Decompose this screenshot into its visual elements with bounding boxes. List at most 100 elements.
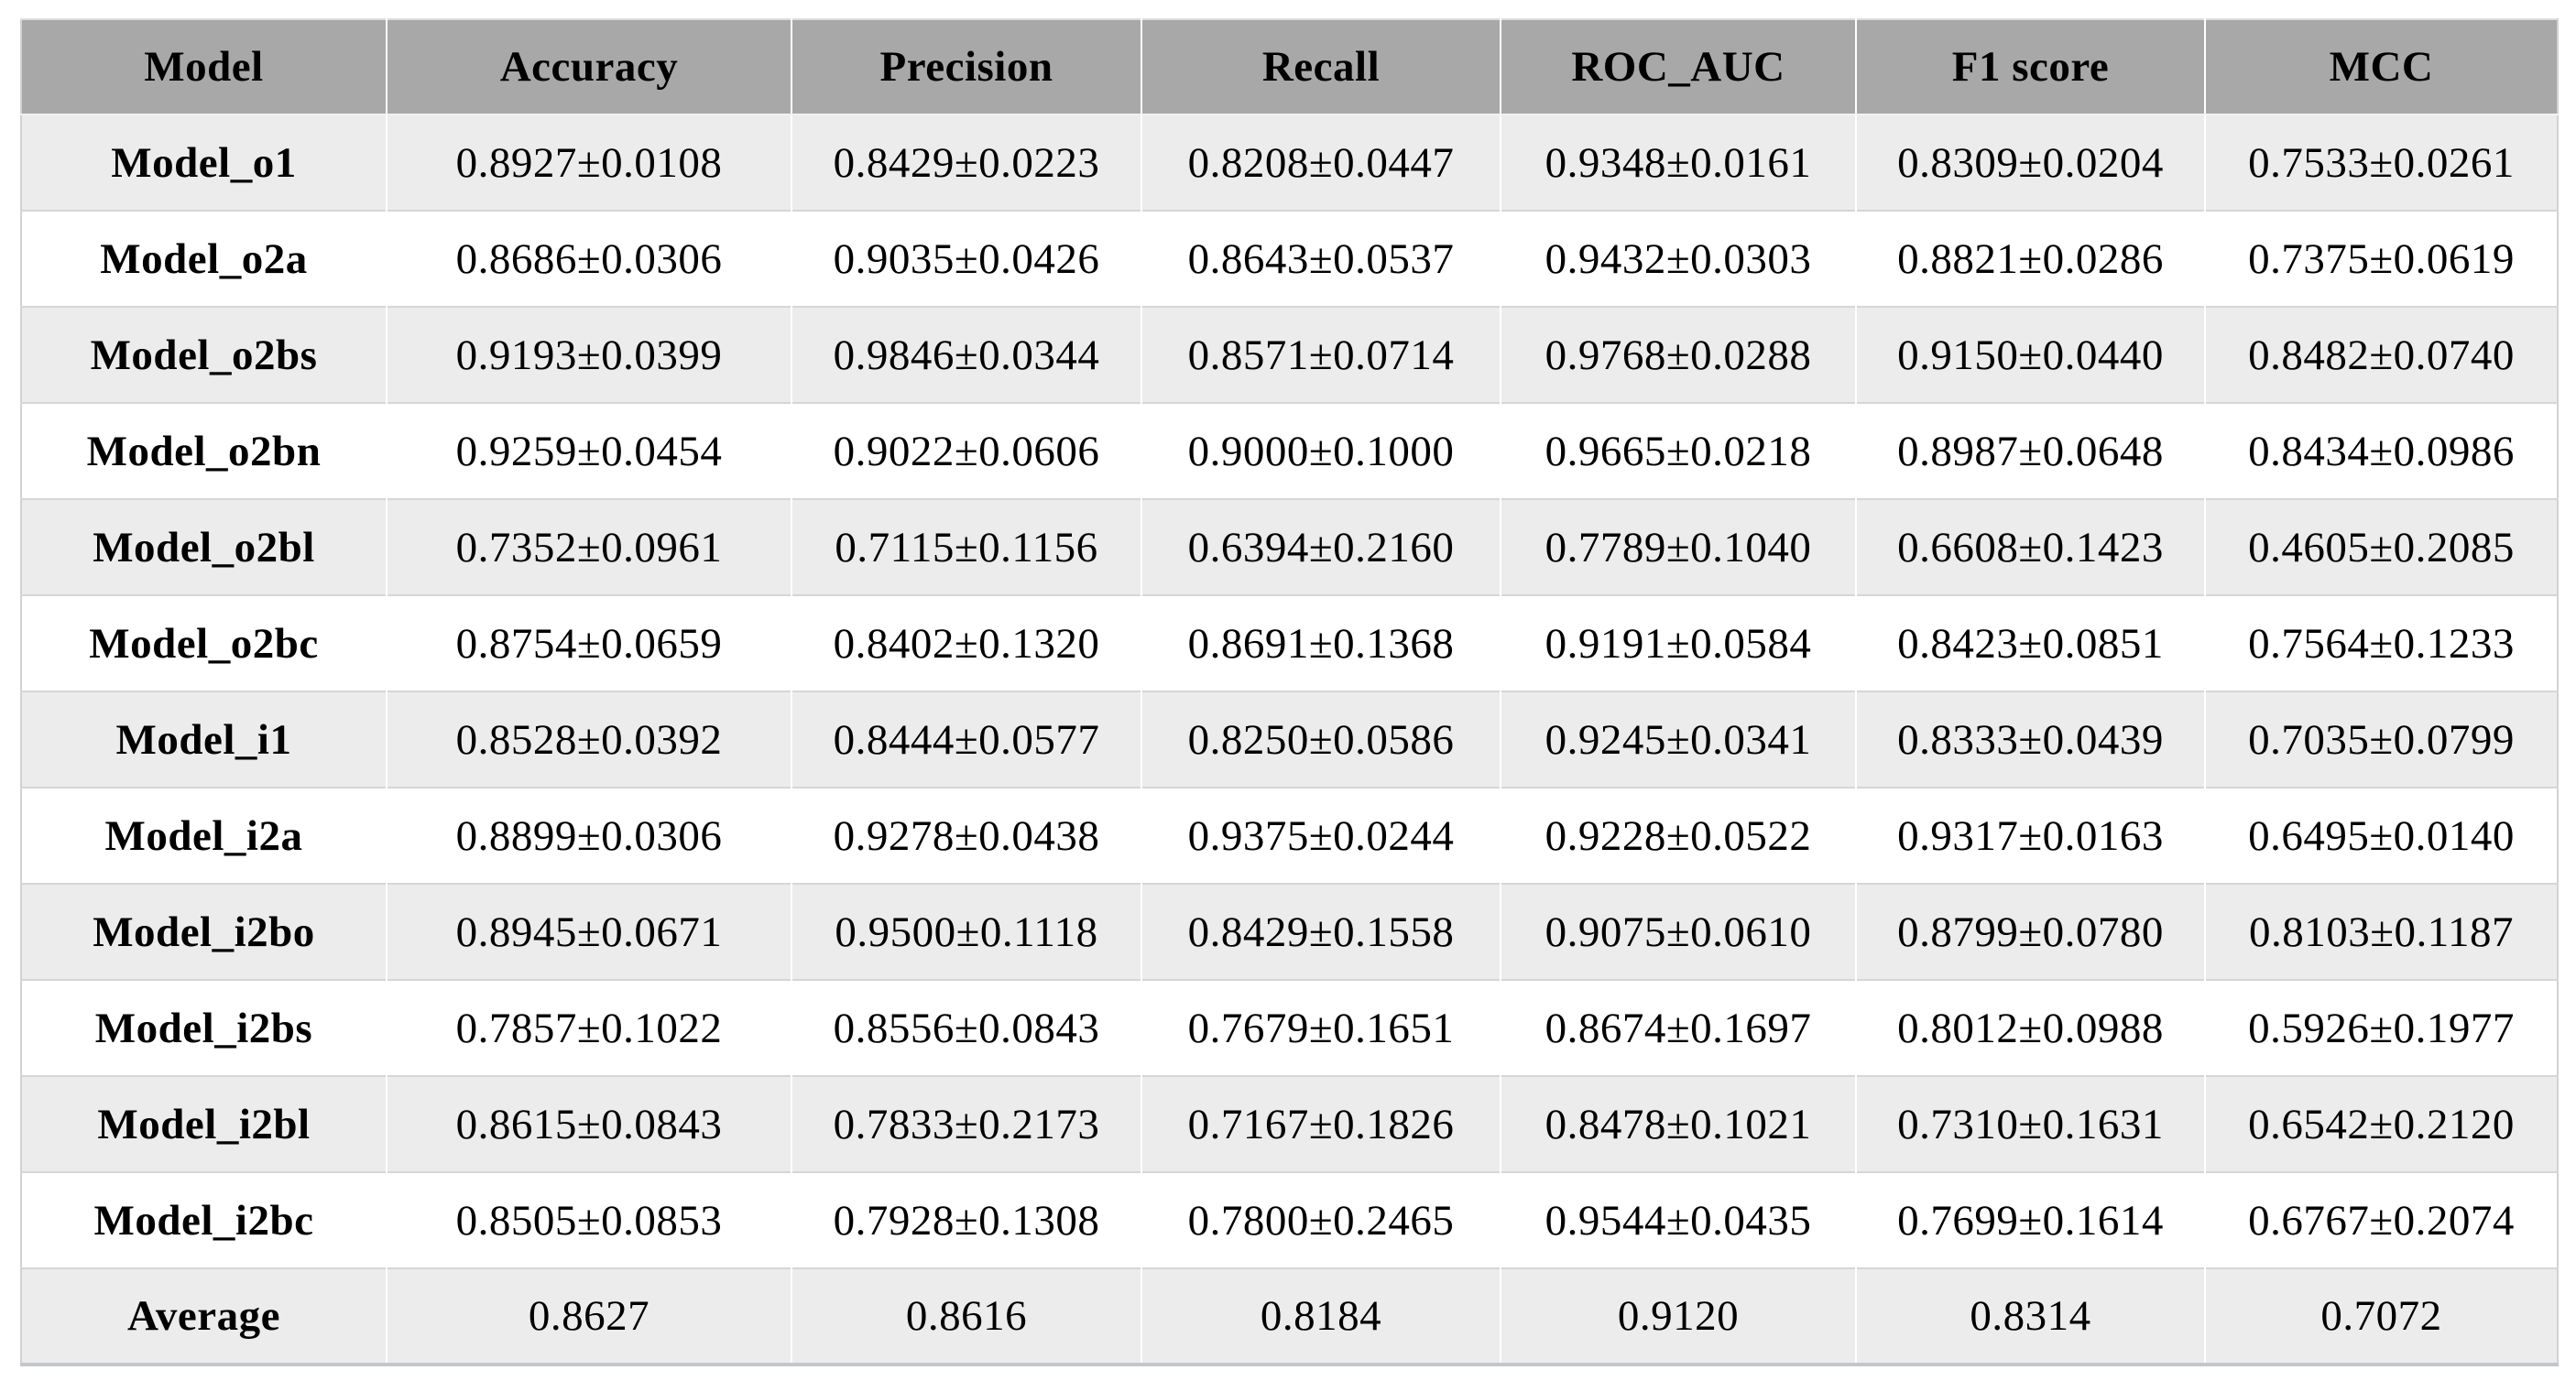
header-row: Model Accuracy Precision Recall ROC_AUC F1 sc… (21, 19, 2558, 115)
metric-cell: 0.6767±0.2074 (2205, 1171, 2558, 1268)
metric-cell: 0.7564±0.1233 (2205, 594, 2558, 691)
model-name: Model_i2bo (21, 883, 387, 980)
table-row: Model_o1 0.8927±0.0108 0.8429±0.0223 0.8208… (21, 114, 2558, 211)
metric-cell: 0.8799±0.0780 (1856, 883, 2206, 980)
metric-cell: 0.7072 (2205, 1267, 2558, 1365)
metric-cell: 0.9193±0.0399 (387, 306, 792, 403)
metric-cell: 0.8528±0.0392 (387, 691, 792, 788)
metric-cell: 0.8899±0.0306 (387, 787, 792, 884)
metric-cell: 0.8444±0.0577 (791, 691, 1142, 788)
metric-cell: 0.7310±0.1631 (1856, 1075, 2206, 1172)
metric-cell: 0.9317±0.0163 (1856, 787, 2206, 884)
table-row: Model_i2bs 0.7857±0.1022 0.8556±0.0843 0.76… (21, 979, 2558, 1076)
metric-cell: 0.9768±0.0288 (1501, 306, 1857, 403)
metric-cell: 0.6394±0.2160 (1141, 498, 1501, 595)
table-row: Model_i1 0.8528±0.0392 0.8444±0.0577 0.8250… (21, 691, 2558, 788)
metric-cell: 0.8434±0.0986 (2205, 402, 2558, 499)
metric-cell: 0.8482±0.0740 (2205, 306, 2558, 403)
model-metrics-table: Model Accuracy Precision Recall ROC_AUC F1 sc… (20, 18, 2559, 1366)
metric-cell: 0.8208±0.0447 (1141, 114, 1501, 211)
metric-cell: 0.7699±0.1614 (1856, 1171, 2206, 1268)
model-name: Model_i2bs (21, 979, 387, 1076)
metric-cell: 0.8643±0.0537 (1141, 210, 1501, 307)
model-name: Model_o2bl (21, 498, 387, 595)
metric-cell: 0.8478±0.1021 (1501, 1075, 1857, 1172)
metric-cell: 0.8686±0.0306 (387, 210, 792, 307)
metric-cell: 0.8927±0.0108 (387, 114, 792, 211)
metric-cell: 0.9120 (1501, 1267, 1857, 1365)
metric-cell: 0.9035±0.0426 (791, 210, 1142, 307)
average-label: Average (21, 1267, 387, 1365)
metric-cell: 0.8103±0.1187 (2205, 883, 2558, 980)
metric-cell: 0.7115±0.1156 (791, 498, 1142, 595)
table-row: Model_o2bc 0.8754±0.0659 0.8402±0.1320 0.86… (21, 594, 2558, 691)
metric-cell: 0.8674±0.1697 (1501, 979, 1857, 1076)
metric-cell: 0.9022±0.0606 (791, 402, 1142, 499)
metric-cell: 0.8505±0.0853 (387, 1171, 792, 1268)
model-name: Model_o2bs (21, 306, 387, 403)
metric-cell: 0.8402±0.1320 (791, 594, 1142, 691)
column-header-precision: Precision (791, 19, 1142, 115)
metric-cell: 0.7533±0.0261 (2248, 138, 2515, 187)
metric-cell: 0.7352±0.0961 (387, 498, 792, 595)
column-header-accuracy: Accuracy (387, 19, 792, 115)
metric-cell: 0.9245±0.0341 (1501, 691, 1857, 788)
metric-cell: 0.5926±0.1977 (2205, 979, 2558, 1076)
metric-cell: 0.9278±0.0438 (791, 787, 1142, 884)
table-row: Model_o2bs 0.9193±0.0399 0.9846±0.0344 0.85… (21, 306, 2558, 403)
column-header-roc-auc: ROC_AUC (1501, 19, 1857, 115)
metric-cell: 0.9432±0.0303 (1501, 210, 1857, 307)
metric-cell: 0.7928±0.1308 (791, 1171, 1142, 1268)
model-name: Model_o2bc (21, 594, 387, 691)
metric-cell: 0.8945±0.0671 (387, 883, 792, 980)
average-row: Average 0.8627 0.8616 0.8184 0.9120 0.8314 0.7… (21, 1267, 2558, 1365)
column-header-recall: Recall (1141, 19, 1501, 115)
table-body: Model_o1 0.8927±0.0108 0.8429±0.0223 0.8208… (21, 114, 2558, 1365)
model-name: Model_o2a (21, 210, 387, 307)
metric-cell: 0.8423±0.0851 (1856, 594, 2206, 691)
metric-cell: 0.8429±0.0223 (791, 114, 1142, 211)
metric-cell: 0.4605±0.2085 (2205, 498, 2558, 595)
metric-cell: 0.7800±0.2465 (1141, 1171, 1501, 1268)
metric-cell: 0.8616 (791, 1267, 1142, 1365)
metric-cell: 0.8309±0.0204 (1856, 114, 2206, 211)
metric-cell: 0.9000±0.1000 (1141, 402, 1501, 499)
column-header-mcc: MCC (2205, 19, 2558, 115)
metric-cell: 0.6608±0.1423 (1856, 498, 2206, 595)
model-name: Model_i1 (21, 691, 387, 788)
table-row: Model_i2bl 0.8615±0.0843 0.7833±0.2173 0.71… (21, 1075, 2558, 1172)
metric-cell: 0.6495±0.0140 (2205, 787, 2558, 884)
metric-cell: 0.7833±0.2173 (791, 1075, 1142, 1172)
metric-cell: 0.7857±0.1022 (387, 979, 792, 1076)
metric-cell: 0.8821±0.0286 (1856, 210, 2206, 307)
metric-cell: 0.7035±0.0799 (2205, 691, 2558, 788)
metric-cell: 0.9544±0.0435 (1501, 1171, 1857, 1268)
column-header-model: Model (21, 19, 387, 115)
metric-cell: 0.8627 (387, 1267, 792, 1365)
metric-cell: 0.8250±0.0586 (1141, 691, 1501, 788)
metric-cell: 0.8987±0.0648 (1856, 402, 2206, 499)
metric-cell: 0.8571±0.0714 (1141, 306, 1501, 403)
metric-cell: 0.9375±0.0244 (1141, 787, 1501, 884)
metric-cell: 0.9665±0.0218 (1501, 402, 1857, 499)
model-name: Model_i2a (21, 787, 387, 884)
metric-cell: 0.8333±0.0439 (1856, 691, 2206, 788)
metric-cell: 0.7167±0.1826 (1141, 1075, 1501, 1172)
metric-cell: 0.8429±0.1558 (1141, 883, 1501, 980)
model-name: Model_o1 (21, 114, 387, 211)
column-header-f1-score: F1 score (1856, 19, 2206, 115)
metric-cell: 0.9150±0.0440 (1856, 306, 2206, 403)
model-name: Model_o2bn (21, 402, 387, 499)
metric-cell: 0.8556±0.0843 (791, 979, 1142, 1076)
model-name: Model_i2bl (21, 1075, 387, 1172)
metric-cell: 0.9500±0.1118 (791, 883, 1142, 980)
metric-cell: 0.8691±0.1368 (1141, 594, 1501, 691)
metric-cell: 0.6542±0.2120 (2205, 1075, 2558, 1172)
table-row: Model_o2bn 0.9259±0.0454 0.9022±0.0606 0.90… (21, 402, 2558, 499)
model-name: Model_i2bc (21, 1171, 387, 1268)
metric-cell: 0.9259±0.0454 (387, 402, 792, 499)
table-row: Model_i2bo 0.8945±0.0671 0.9500±0.1118 0.84… (21, 883, 2558, 980)
table-row: Model_o2a 0.8686±0.0306 0.9035±0.0426 0.864… (21, 210, 2558, 307)
metric-cell: 0.7375±0.0619 (2205, 210, 2558, 307)
